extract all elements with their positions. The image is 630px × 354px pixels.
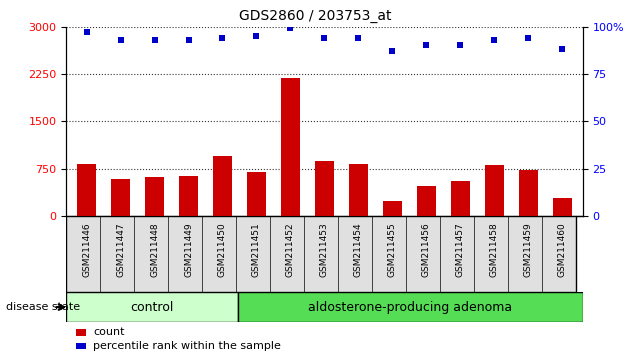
Text: GSM211460: GSM211460 xyxy=(558,222,567,277)
Text: GSM211451: GSM211451 xyxy=(252,222,261,277)
Point xyxy=(81,29,91,35)
Point xyxy=(353,35,364,41)
Bar xyxy=(66,292,238,322)
Text: aldosterone-producing adenoma: aldosterone-producing adenoma xyxy=(309,301,513,314)
Text: disease state: disease state xyxy=(6,302,81,312)
Point xyxy=(251,33,261,39)
Text: percentile rank within the sample: percentile rank within the sample xyxy=(93,341,281,351)
Text: count: count xyxy=(93,327,125,337)
Text: GSM211450: GSM211450 xyxy=(218,222,227,277)
Text: GSM211446: GSM211446 xyxy=(82,222,91,277)
Text: GDS2860 / 203753_at: GDS2860 / 203753_at xyxy=(239,9,391,23)
Bar xyxy=(553,198,571,216)
Bar xyxy=(485,165,504,216)
Point xyxy=(558,46,568,52)
Point xyxy=(319,35,329,41)
Bar xyxy=(383,201,402,216)
Bar xyxy=(76,343,86,349)
Bar xyxy=(179,176,198,216)
Point xyxy=(490,37,500,42)
Bar xyxy=(417,185,436,216)
Text: GSM211456: GSM211456 xyxy=(422,222,431,277)
Point xyxy=(455,43,466,48)
Point xyxy=(387,48,398,54)
Bar xyxy=(247,172,266,216)
Bar xyxy=(111,179,130,216)
Text: GSM211455: GSM211455 xyxy=(388,222,397,277)
Text: GSM211458: GSM211458 xyxy=(490,222,499,277)
Text: GSM211454: GSM211454 xyxy=(354,222,363,277)
Text: GSM211459: GSM211459 xyxy=(524,222,533,277)
Bar xyxy=(451,181,470,216)
Text: GSM211457: GSM211457 xyxy=(456,222,465,277)
Point xyxy=(421,43,432,48)
Point xyxy=(183,37,193,42)
Text: GSM211453: GSM211453 xyxy=(320,222,329,277)
Text: GSM211449: GSM211449 xyxy=(184,222,193,277)
Point xyxy=(149,37,159,42)
Text: GSM211452: GSM211452 xyxy=(286,222,295,277)
Bar xyxy=(213,156,232,216)
Bar xyxy=(145,177,164,216)
Bar xyxy=(519,170,538,216)
Text: GSM211448: GSM211448 xyxy=(150,222,159,277)
Bar xyxy=(281,78,300,216)
Text: control: control xyxy=(130,301,174,314)
Point xyxy=(217,35,227,41)
Point xyxy=(285,25,295,31)
Point xyxy=(115,37,125,42)
Text: GSM211447: GSM211447 xyxy=(116,222,125,277)
Bar xyxy=(315,161,334,216)
Bar xyxy=(76,329,86,336)
Bar xyxy=(238,292,583,322)
Bar xyxy=(77,164,96,216)
Bar xyxy=(349,164,368,216)
Point xyxy=(524,35,534,41)
